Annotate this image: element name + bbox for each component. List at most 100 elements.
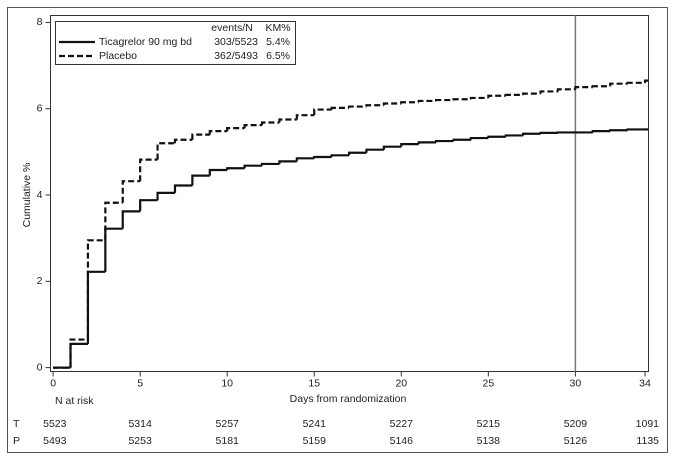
y-tick-label: 8: [37, 16, 43, 28]
step-segment: [522, 132, 541, 136]
step-segment: [487, 94, 506, 98]
step-segment: [278, 118, 297, 123]
step-segment: [591, 130, 611, 133]
risk-value: 5126: [564, 435, 588, 447]
x-axis-label: Days from randomization: [290, 393, 407, 405]
y-tick-label: 6: [37, 102, 43, 114]
step-segment: [313, 108, 332, 116]
risk-value: 5159: [303, 435, 327, 447]
step-segment: [556, 88, 576, 92]
step-segment: [208, 130, 228, 135]
step-segment: [139, 199, 158, 212]
step-segment: [609, 82, 628, 87]
risk-value: 5146: [390, 435, 414, 447]
x-tick-label: 30: [570, 377, 582, 389]
step-segment: [400, 142, 419, 147]
x-tick-label: 15: [308, 377, 320, 389]
risk-value: 5181: [216, 435, 240, 447]
risk-row-label: P: [13, 435, 20, 447]
risk-value: 5138: [477, 435, 501, 447]
step-segment: [121, 210, 141, 229]
legend-events: 362/5493: [214, 50, 258, 62]
step-segment: [504, 93, 524, 96]
step-segment: [313, 155, 332, 159]
step-segment: [504, 134, 524, 137]
step-segment: [104, 227, 123, 272]
x-tick-label: 20: [395, 377, 407, 389]
step-segment: [643, 79, 649, 83]
step-segment: [243, 164, 263, 169]
legend-header: KM%: [265, 22, 290, 34]
step-segment: [469, 96, 489, 100]
step-segment: [417, 99, 437, 103]
step-segment: [260, 162, 280, 166]
step-segment: [295, 114, 315, 120]
risk-title: N at risk: [55, 395, 94, 407]
step-segment: [191, 133, 210, 140]
step-segment: [104, 201, 123, 241]
step-segment: [278, 160, 297, 164]
y-tick-label: 4: [37, 189, 43, 201]
step-segment: [156, 142, 175, 160]
step-segment: [365, 148, 384, 153]
risk-value: 5241: [303, 418, 327, 430]
step-segment: [139, 158, 158, 182]
step-segment: [400, 101, 419, 104]
step-segment: [435, 98, 454, 102]
x-tick-label: 5: [137, 377, 143, 389]
step-segment: [69, 342, 88, 368]
risk-row-label: T: [13, 418, 20, 430]
risk-value: 5257: [216, 418, 240, 430]
x-tick-label: 10: [221, 377, 233, 389]
x-tick-label: 0: [50, 377, 56, 389]
risk-value: 5314: [128, 418, 152, 430]
step-segment: [365, 104, 384, 107]
step-segment: [86, 239, 106, 340]
risk-value: 5227: [390, 418, 414, 430]
x-tick-label: 34: [639, 377, 651, 389]
step-segment: [347, 151, 367, 156]
legend-events: 303/5523: [214, 36, 258, 48]
step-segment: [243, 124, 263, 129]
step-segment: [191, 174, 210, 186]
step-segment: [574, 86, 593, 90]
step-segment: [382, 102, 402, 106]
x-tick-label: 25: [482, 377, 494, 389]
step-segment: [260, 121, 280, 126]
step-segment: [452, 138, 471, 142]
step-segment: [417, 141, 437, 145]
step-segment: [626, 81, 646, 84]
step-segment: [435, 139, 454, 143]
risk-value: 5523: [43, 418, 67, 430]
step-segment: [539, 90, 558, 94]
step-segment: [452, 98, 471, 101]
step-segment: [121, 180, 141, 203]
step-segment: [522, 92, 541, 95]
legend-label: Ticagrelor 90 mg bd: [99, 36, 192, 48]
step-segment: [330, 106, 350, 110]
step-segment: [173, 138, 193, 144]
outer-frame: [7, 7, 668, 453]
y-tick-label: 0: [37, 361, 43, 373]
legend-label: Placebo: [99, 50, 137, 62]
risk-value: 5253: [128, 435, 152, 447]
step-segment: [487, 135, 506, 139]
y-tick-label: 2: [37, 275, 43, 287]
step-segment: [382, 145, 402, 150]
risk-value: 1091: [636, 418, 660, 430]
step-segment: [330, 154, 350, 158]
step-segment: [86, 270, 106, 344]
step-segment: [591, 85, 611, 88]
risk-value: 5215: [477, 418, 501, 430]
y-axis-label: Cumulative %: [21, 163, 33, 228]
step-segment: [208, 168, 228, 176]
step-segment: [226, 127, 245, 132]
step-segment: [469, 136, 489, 140]
risk-value: 5493: [43, 435, 67, 447]
step-segment: [69, 338, 88, 368]
step-segment: [173, 184, 193, 193]
step-segment: [609, 129, 628, 132]
step-segment: [347, 105, 367, 108]
plot-frame: [50, 15, 649, 372]
legend-header: events/N: [211, 22, 252, 34]
